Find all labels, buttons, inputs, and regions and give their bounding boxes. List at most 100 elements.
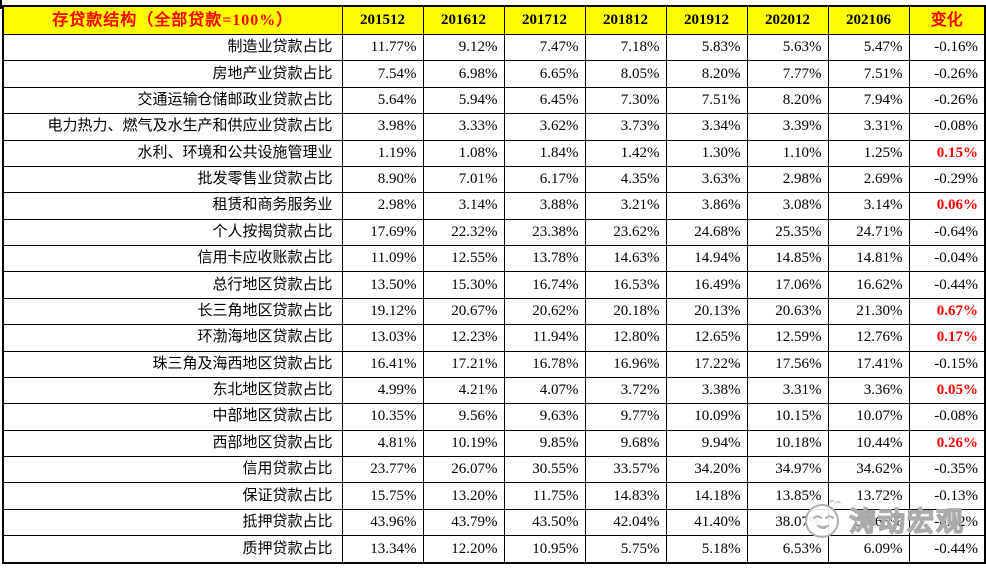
row-label-cell: 西部地区贷款占比 <box>2 429 343 458</box>
value-cell: 3.98% <box>341 113 424 141</box>
value-cell: 10.18% <box>746 429 829 458</box>
row-label-cell: 珠三角及海西地区贷款占比 <box>2 350 343 378</box>
value-cell: 20.63% <box>746 297 829 326</box>
table-row: 西部地区贷款占比 4.81% 10.19% 9.85% 9.68% 9.94% 10.18%… <box>2 429 986 458</box>
value-cell: 16.62% <box>827 271 910 299</box>
table-title: 存贷款结构（全部贷款=100%） <box>2 5 343 35</box>
value-cell: 5.63% <box>746 33 829 62</box>
value-cell: 17.69% <box>341 218 424 247</box>
row-label-cell: 中部地区贷款占比 <box>2 403 343 431</box>
value-cell: 11.94% <box>503 324 586 352</box>
table-row: 水利、环境和公共设施管理业 1.19% 1.08% 1.84% 1.42% 1.30% 1.… <box>2 139 986 167</box>
table-body: 制造业贷款占比 11.77% 9.12% 7.47% 7.18% 5.83% 5.63% 5.… <box>2 33 986 564</box>
table-row: 交通运输仓储邮政业贷款占比 5.64% 5.94% 6.45% 7.30% 7.51% 8.… <box>2 86 986 115</box>
value-cell: 9.63% <box>503 403 586 431</box>
change-cell: 0.15% <box>908 139 986 167</box>
table-row: 信用卡应收账款占比 11.09% 12.55% 13.78% 14.63% 14.94% 1… <box>2 244 986 273</box>
value-cell: 1.42% <box>584 139 667 167</box>
change-cell: -0.08% <box>908 113 986 141</box>
value-cell: 9.85% <box>503 429 586 458</box>
table-row: 珠三角及海西地区贷款占比 16.41% 17.21% 16.78% 16.96% 17.2… <box>2 350 986 378</box>
row-label-cell: 东北地区贷款占比 <box>2 376 343 405</box>
table-row: 总行地区贷款占比 13.50% 15.30% 16.74% 16.53% 16.49% 17… <box>2 271 986 299</box>
value-cell: 37.65% <box>827 508 910 537</box>
value-cell: 1.30% <box>665 139 748 167</box>
change-cell: 0.67% <box>908 297 986 326</box>
value-cell: 9.12% <box>422 33 505 62</box>
value-cell: 1.19% <box>341 139 424 167</box>
change-cell: -0.42% <box>908 508 986 537</box>
table-row: 电力热力、燃气及水生产和供应业贷款占比 3.98% 3.33% 3.62% 3.73% 3… <box>2 113 986 141</box>
row-label-cell: 抵押贷款占比 <box>2 508 343 537</box>
value-cell: 22.32% <box>422 218 505 247</box>
value-cell: 34.97% <box>746 455 829 484</box>
value-cell: 3.34% <box>665 113 748 141</box>
table-row: 东北地区贷款占比 4.99% 4.21% 4.07% 3.72% 3.38% 3.31% 3.… <box>2 376 986 405</box>
row-label-cell: 电力热力、燃气及水生产和供应业贷款占比 <box>2 113 343 141</box>
value-cell: 20.13% <box>665 297 748 326</box>
value-cell: 3.72% <box>584 376 667 405</box>
value-cell: 1.25% <box>827 139 910 167</box>
value-cell: 3.62% <box>503 113 586 141</box>
value-cell: 5.94% <box>422 86 505 115</box>
value-cell: 8.20% <box>746 86 829 115</box>
value-cell: 13.34% <box>341 535 424 564</box>
value-cell: 14.94% <box>665 244 748 273</box>
value-cell: 6.17% <box>503 165 586 194</box>
value-cell: 23.38% <box>503 218 586 247</box>
change-cell: -0.44% <box>908 535 986 564</box>
value-cell: 42.04% <box>584 508 667 537</box>
value-cell: 10.35% <box>341 403 424 431</box>
value-cell: 17.56% <box>746 350 829 378</box>
change-cell: 0.26% <box>908 429 986 458</box>
value-cell: 14.63% <box>584 244 667 273</box>
row-label-cell: 制造业贷款占比 <box>2 33 343 62</box>
row-label-cell: 总行地区贷款占比 <box>2 271 343 299</box>
column-header-201912: 201912 <box>665 5 748 35</box>
change-cell: -0.13% <box>908 482 986 510</box>
value-cell: 14.85% <box>746 244 829 273</box>
value-cell: 3.38% <box>665 376 748 405</box>
value-cell: 16.49% <box>665 271 748 299</box>
value-cell: 2.98% <box>746 165 829 194</box>
change-cell: 0.05% <box>908 376 986 405</box>
value-cell: 7.47% <box>503 33 586 62</box>
value-cell: 7.30% <box>584 86 667 115</box>
value-cell: 13.20% <box>422 482 505 510</box>
value-cell: 3.88% <box>503 192 586 220</box>
value-cell: 3.14% <box>827 192 910 220</box>
value-cell: 8.05% <box>584 60 667 88</box>
column-header-202012: 202012 <box>746 5 829 35</box>
value-cell: 4.07% <box>503 376 586 405</box>
value-cell: 10.09% <box>665 403 748 431</box>
value-cell: 17.22% <box>665 350 748 378</box>
value-cell: 33.57% <box>584 455 667 484</box>
value-cell: 23.62% <box>584 218 667 247</box>
row-label-cell: 水利、环境和公共设施管理业 <box>2 139 343 167</box>
table-row: 批发零售业贷款占比 8.90% 7.01% 6.17% 4.35% 3.63% 2.98% 2… <box>2 165 986 194</box>
value-cell: 9.68% <box>584 429 667 458</box>
value-cell: 10.19% <box>422 429 505 458</box>
edge-artifact <box>0 0 2 9</box>
row-label-cell: 长三角地区贷款占比 <box>2 297 343 326</box>
value-cell: 12.23% <box>422 324 505 352</box>
value-cell: 12.80% <box>584 324 667 352</box>
change-cell: 0.17% <box>908 324 986 352</box>
table-row: 环渤海地区贷款占比 13.03% 12.23% 11.94% 12.80% 12.65% 1… <box>2 324 986 352</box>
table-row: 长三角地区贷款占比 19.12% 20.67% 20.62% 20.18% 20.13% 2… <box>2 297 986 326</box>
row-label-cell: 租赁和商务服务业 <box>2 192 343 220</box>
value-cell: 12.20% <box>422 535 505 564</box>
value-cell: 4.81% <box>341 429 424 458</box>
value-cell: 24.68% <box>665 218 748 247</box>
change-cell: -0.04% <box>908 244 986 273</box>
value-cell: 2.98% <box>341 192 424 220</box>
change-cell: -0.29% <box>908 165 986 194</box>
value-cell: 20.18% <box>584 297 667 326</box>
value-cell: 1.08% <box>422 139 505 167</box>
value-cell: 3.63% <box>665 165 748 194</box>
change-cell: 0.06% <box>908 192 986 220</box>
value-cell: 11.09% <box>341 244 424 273</box>
table-row: 中部地区贷款占比 10.35% 9.56% 9.63% 9.77% 10.09% 10.15… <box>2 403 986 431</box>
value-cell: 3.31% <box>746 376 829 405</box>
value-cell: 8.20% <box>665 60 748 88</box>
